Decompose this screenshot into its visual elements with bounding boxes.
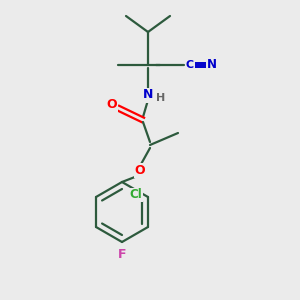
Text: Cl: Cl [130,188,142,202]
Text: F: F [118,248,126,260]
Text: C: C [186,60,194,70]
Text: H: H [156,93,166,103]
Text: N: N [207,58,217,71]
Text: O: O [135,164,145,176]
Text: O: O [107,98,117,110]
Text: N: N [143,88,153,101]
